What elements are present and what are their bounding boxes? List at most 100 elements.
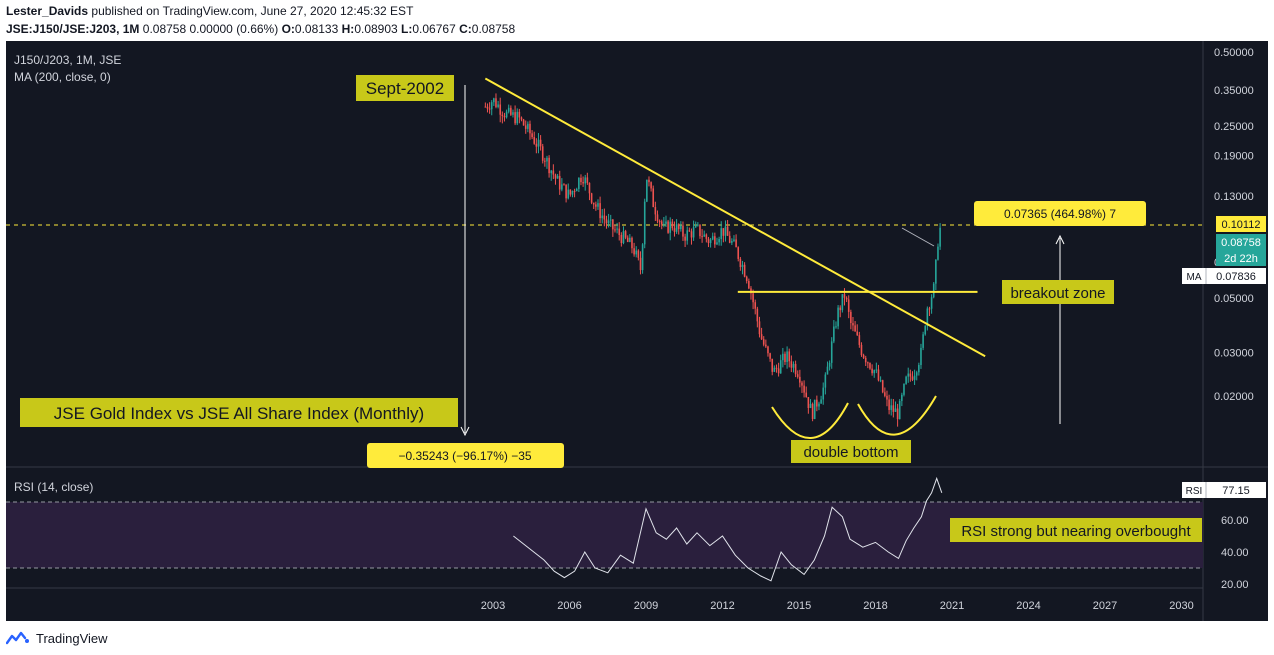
candle-body (614, 229, 616, 231)
candle-body (799, 376, 801, 383)
candle-body (869, 362, 871, 369)
ma-legend[interactable]: MA (200, close, 0) (14, 70, 111, 84)
candle-body (573, 190, 576, 192)
candle-body (873, 370, 876, 374)
candle-body (782, 353, 784, 361)
candle-body (529, 123, 531, 134)
measure-up-label: 0.07365 (464.98%) 7 (1004, 207, 1116, 221)
candle-body (930, 297, 933, 309)
candle-body (850, 311, 852, 324)
candle-body (507, 107, 510, 112)
candle-body (765, 344, 767, 347)
rsi-note-box[interactable] (950, 518, 1202, 542)
candle-body (539, 139, 542, 147)
candle-body (862, 354, 865, 358)
candle-body (558, 175, 561, 190)
candle-body (769, 353, 771, 359)
change-info: 0.08758 0.00000 (0.66%) (142, 22, 279, 36)
candle-body (779, 360, 782, 374)
sept-label: Sept-2002 (366, 79, 444, 98)
measure-down-box[interactable] (367, 443, 564, 468)
candle-body (561, 184, 563, 190)
candle-body (892, 405, 895, 412)
candle-body (624, 231, 627, 238)
candle-body (826, 366, 829, 375)
candle-body (835, 326, 837, 328)
candle-body (637, 250, 640, 258)
candle-body (875, 369, 878, 371)
publish-info: published on TradingView.com, June 27, 2… (91, 4, 414, 18)
candle-body (716, 242, 718, 245)
double-bottom-arc-left (771, 402, 849, 439)
rsi-tick-label: 60.00 (1221, 515, 1249, 527)
candle-body (737, 247, 740, 259)
double-bottom-label: double bottom (803, 444, 898, 461)
candle-body (743, 264, 746, 277)
candle-body (671, 221, 674, 229)
rsi-legend[interactable]: RSI (14, close) (14, 480, 93, 494)
title-box[interactable] (20, 398, 458, 427)
candle-body (741, 264, 744, 267)
measure-up-box[interactable] (974, 201, 1146, 226)
candle-body (665, 221, 667, 224)
candle-body (792, 363, 795, 368)
candle-body (535, 143, 538, 147)
candle-body (595, 204, 597, 207)
tradingview-brand[interactable]: TradingView (36, 630, 108, 646)
time-tick-label: 2024 (1016, 600, 1040, 612)
price-tick-label: 0.35000 (1214, 85, 1254, 97)
countdown-value: 2d 22h (1224, 253, 1258, 265)
candle-body (739, 258, 742, 267)
candle-body (563, 184, 565, 186)
candle-body (633, 248, 635, 255)
tradingview-logo-icon[interactable] (6, 631, 30, 645)
breakout-box[interactable] (1002, 280, 1114, 304)
candle-body (707, 238, 710, 244)
candle-body (635, 250, 638, 255)
time-tick-label: 2027 (1093, 600, 1117, 612)
candle-body (901, 394, 903, 401)
candle-body (924, 325, 927, 335)
descending-trendline[interactable] (484, 77, 986, 358)
candle-body (811, 403, 814, 419)
rsi-note-label: RSI strong but nearing overbought (961, 523, 1191, 540)
candle-body (758, 321, 761, 335)
double-bottom-box[interactable] (791, 440, 911, 463)
symbol-legend[interactable]: J150/J203, 1M, JSE (14, 53, 121, 67)
l-label: L: (401, 22, 413, 36)
candle-body (907, 373, 910, 377)
candle-body (629, 237, 631, 242)
candle-body (726, 226, 729, 236)
candle-body (803, 385, 805, 393)
candle-body (771, 358, 774, 372)
rsi-line (513, 476, 943, 582)
candle-body (711, 236, 714, 240)
author-name[interactable]: Lester_Davids (6, 4, 89, 18)
price-scale[interactable]: 0.500000.350000.250000.190000.130000.070… (1214, 47, 1254, 403)
candle-body (879, 380, 882, 382)
candle-body (552, 170, 555, 175)
measure-down-arrow-icon (460, 426, 470, 437)
time-scale[interactable]: 2003 2006 2009 2012 2015 2018 2021 2024 2027 2030 (481, 600, 1194, 612)
candle-body (544, 160, 546, 162)
candle-body (505, 111, 508, 118)
candle-body (775, 367, 778, 369)
candle-body (705, 234, 708, 239)
candle-body (898, 400, 901, 420)
candle-body (648, 179, 650, 183)
candle-body (550, 170, 553, 174)
candle-body (690, 231, 693, 238)
candle-body (643, 201, 646, 245)
candle-body (724, 226, 727, 236)
candle-body (701, 236, 703, 238)
time-tick-label: 2009 (634, 600, 658, 612)
candle-body (592, 202, 595, 205)
candle-body (654, 207, 657, 215)
candle-body (527, 123, 529, 129)
chart-svg[interactable]: 0.500000.350000.250000.190000.130000.070… (6, 41, 1268, 621)
candle-body (503, 115, 506, 118)
time-tick-label: 2003 (481, 600, 505, 612)
candle-body (816, 399, 818, 407)
chart-area[interactable]: 0.500000.350000.250000.190000.130000.070… (6, 41, 1268, 621)
sept-box[interactable] (356, 75, 454, 101)
